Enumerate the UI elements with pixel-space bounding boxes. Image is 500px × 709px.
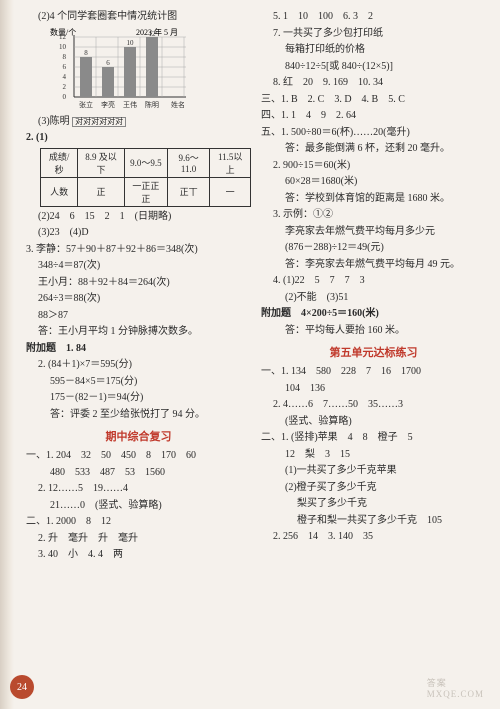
a2: 480 533 487 53 1560 bbox=[26, 465, 251, 481]
b2: 104 136 bbox=[261, 381, 486, 397]
svg-text:6: 6 bbox=[63, 63, 67, 71]
svg-text:李亮: 李亮 bbox=[101, 100, 115, 109]
th-c1: 8.9 及以下 bbox=[78, 148, 125, 177]
a4: 21……0 (竖式、验算略) bbox=[26, 498, 251, 514]
l15: 175－(82－1)＝94(分) bbox=[26, 390, 251, 406]
bar-chart: 0 2 4 6 8 10 12 bbox=[46, 27, 186, 112]
b11: 2. 256 14 3. 140 35 bbox=[261, 529, 486, 545]
l10: 88＞87 bbox=[26, 308, 251, 324]
l8: 王小月：88＋92＋84＝264(次) bbox=[26, 275, 251, 291]
th-c3: 9.6～11.0 bbox=[167, 148, 210, 177]
binding-strip bbox=[0, 0, 14, 709]
r3: 每箱打印纸的价格 bbox=[261, 42, 486, 58]
score-table: 成绩/秒 8.9 及以下 9.0～9.5 9.6～11.0 11.5以上 人数 … bbox=[40, 148, 251, 207]
chart-date: 2023 年 5 月 bbox=[136, 27, 178, 37]
svg-text:2: 2 bbox=[63, 83, 67, 91]
r4: 840÷12÷5[或 840÷(12×5)] bbox=[261, 59, 486, 75]
cell4: 一 bbox=[210, 177, 251, 206]
right-column: 5. 1 10 100 6. 3 2 7. 一共买了多少包打印纸 每箱打印纸的价… bbox=[261, 8, 486, 564]
q2-1: 2. (1) bbox=[26, 130, 251, 146]
l12: 附加题 1. 84 bbox=[26, 341, 251, 357]
section-unit5: 第五单元达标练习 bbox=[261, 344, 486, 360]
r15: (876－288)÷12＝49(元) bbox=[261, 240, 486, 256]
svg-text:4: 4 bbox=[63, 73, 67, 81]
r14: 李亮家去年燃气费平均每月多少元 bbox=[261, 224, 486, 240]
a4b: 二、1. 2000 8 12 bbox=[26, 514, 251, 530]
l11: 答：王小月平均 1 分钟脉搏次数多。 bbox=[26, 324, 251, 340]
r17: 4. (1)22 5 7 7 3 bbox=[261, 273, 486, 289]
svg-text:陈明: 陈明 bbox=[145, 100, 159, 109]
b7: (1)一共买了多少千克苹果 bbox=[261, 463, 486, 479]
left-column: (2)4 个同学套圈套中情况统计图 0 2 4 6 8 10 12 bbox=[26, 8, 251, 564]
r6: 三、1. B 2. C 3. D 4. B 5. C bbox=[261, 92, 486, 108]
r10: 2. 900÷15＝60(米) bbox=[261, 158, 486, 174]
r7: 四、1. 1 4 9 2. 64 bbox=[261, 108, 486, 124]
l9: 264÷3＝88(次) bbox=[26, 291, 251, 307]
b9: 梨买了多少千克 bbox=[261, 496, 486, 512]
b3: 2. 4……6 7……50 35……3 bbox=[261, 397, 486, 413]
svg-text:10: 10 bbox=[59, 43, 67, 51]
a6: 3. 40 小 4. 4 两 bbox=[26, 547, 251, 563]
r2: 7. 一共买了多少包打印纸 bbox=[261, 26, 486, 42]
watermark: 答案 MXQE.COM bbox=[427, 676, 484, 699]
th-c4: 11.5以上 bbox=[210, 148, 251, 177]
page-number-badge: 24 bbox=[10, 675, 34, 699]
r20: 答：平均每人要抬 160 米。 bbox=[261, 323, 486, 339]
l6: 3. 李静：57＋90＋87＋92＋86＝348(次) bbox=[26, 242, 251, 258]
b10: 橙子和梨一共买了多少千克 105 bbox=[261, 513, 486, 529]
cell1: 正 bbox=[78, 177, 125, 206]
r8: 五、1. 500÷80＝6(杯)……20(毫升) bbox=[261, 125, 486, 141]
r12: 答：学校到体育馆的距离是 1680 米。 bbox=[261, 191, 486, 207]
l5: (3)23 (4)D bbox=[26, 225, 251, 241]
r19: 附加题 4×200÷5＝160(米) bbox=[261, 306, 486, 322]
page-content: (2)4 个同学套圈套中情况统计图 0 2 4 6 8 10 12 bbox=[0, 0, 500, 572]
b4: (竖式、验算略) bbox=[261, 414, 486, 430]
th-c2: 9.0～9.5 bbox=[124, 148, 167, 177]
a1: 一、1. 204 32 50 450 8 170 60 bbox=[26, 448, 251, 464]
tally-marks: 对对对对对对 bbox=[72, 117, 126, 128]
b5: 二、1. (竖排)苹果 4 8 橙子 5 bbox=[261, 430, 486, 446]
svg-text:姓名: 姓名 bbox=[171, 100, 185, 109]
chart-svg: 0 2 4 6 8 10 12 bbox=[46, 27, 196, 117]
b6: 12 梨 3 15 bbox=[261, 447, 486, 463]
l4: (2)24 6 15 2 1 (日期略) bbox=[26, 209, 251, 225]
svg-text:8: 8 bbox=[63, 53, 67, 61]
cell3: 正丅 bbox=[167, 177, 210, 206]
section-midterm: 期中综合复习 bbox=[26, 428, 251, 444]
r16: 答：李亮家去年燃气费平均每月 49 元。 bbox=[261, 257, 486, 273]
b1: 一、1. 134 580 228 7 16 1700 bbox=[261, 364, 486, 380]
l13: 2. (84＋1)×7＝595(分) bbox=[26, 357, 251, 373]
svg-text:8: 8 bbox=[84, 49, 88, 57]
l7: 348÷4＝87(次) bbox=[26, 258, 251, 274]
b8: (2)橙子买了多少千克 bbox=[261, 480, 486, 496]
svg-text:10: 10 bbox=[127, 39, 135, 47]
r18: (2)不能 (3)51 bbox=[261, 290, 486, 306]
th-score: 成绩/秒 bbox=[41, 148, 78, 177]
r1: 5. 1 10 100 6. 3 2 bbox=[261, 9, 486, 25]
a5: 2. 升 毫升 升 毫升 bbox=[26, 531, 251, 547]
r11: 60×28＝1680(米) bbox=[261, 174, 486, 190]
a3: 2. 12……5 19……4 bbox=[26, 481, 251, 497]
r13: 3. 示例：①② bbox=[261, 207, 486, 223]
l14: 595－84×5＝175(分) bbox=[26, 374, 251, 390]
svg-text:张立: 张立 bbox=[79, 100, 93, 109]
svg-text:王伟: 王伟 bbox=[123, 100, 137, 109]
q2-heading: (2)4 个同学套圈套中情况统计图 bbox=[26, 9, 251, 25]
y-axis-label: 数量/个 bbox=[50, 27, 76, 37]
l16: 答：评委 2 至少给张悦打了 94 分。 bbox=[26, 407, 251, 423]
r9: 答：最多能倒满 6 杯，还剩 20 毫升。 bbox=[261, 141, 486, 157]
r5: 8. 红 20 9. 169 10. 34 bbox=[261, 75, 486, 91]
svg-text:6: 6 bbox=[106, 59, 110, 67]
row-label: 人数 bbox=[41, 177, 78, 206]
svg-text:0: 0 bbox=[63, 93, 67, 101]
cell2: 一正正正 bbox=[124, 177, 167, 206]
